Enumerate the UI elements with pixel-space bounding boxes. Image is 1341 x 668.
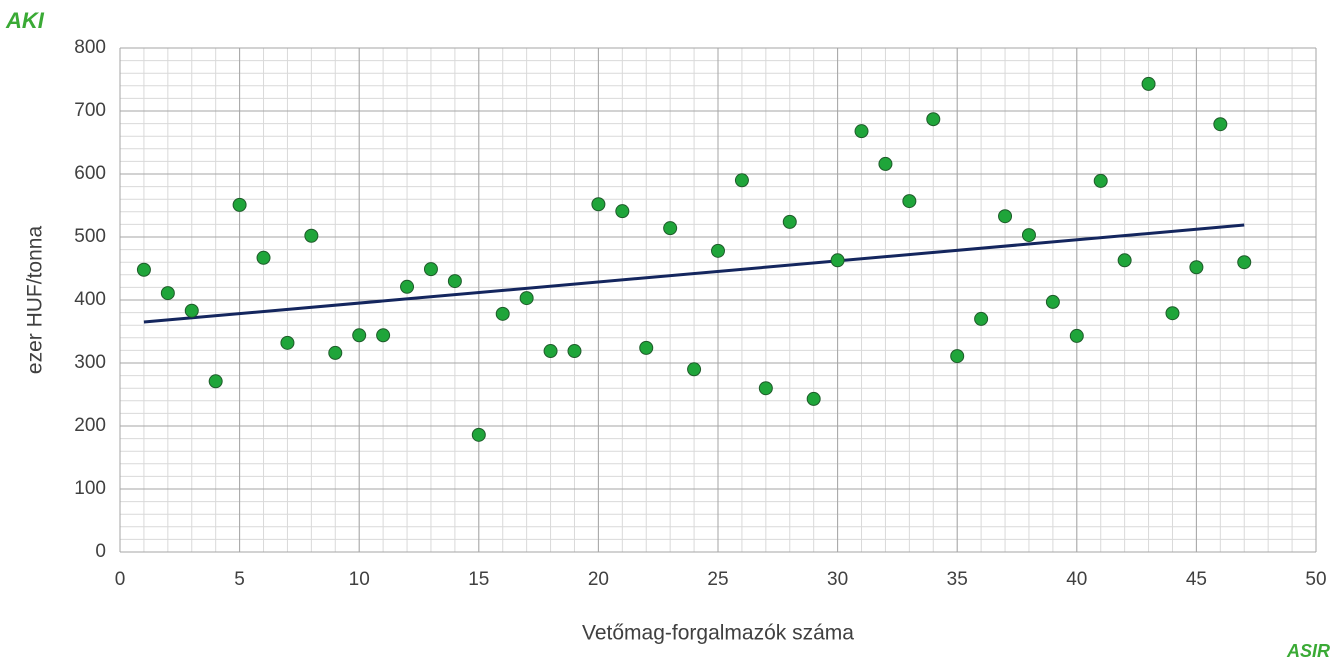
x-tick-label: 40 [1066,569,1087,590]
point [1069,328,1084,343]
point [1165,306,1180,321]
point [400,279,415,294]
point [184,303,199,318]
y-axis-label: ezer HUF/tonna [24,226,47,375]
y-tick-label: 400 [74,289,106,310]
y-tick-label: 800 [74,37,106,58]
x-tick-label: 10 [349,569,370,590]
point [830,253,845,268]
logo-asir: ASIR [1286,641,1330,661]
point [304,228,319,243]
point [376,328,391,343]
point [1237,255,1252,270]
point [208,374,223,389]
y-tick-label: 200 [74,415,106,436]
point [471,427,486,442]
point [734,173,749,188]
trendline [143,223,1245,324]
point [232,197,247,212]
point [950,349,965,364]
point [1045,294,1060,309]
point [256,250,271,265]
x-tick-label: 35 [947,569,968,590]
point [591,197,606,212]
point [711,243,725,258]
point [687,362,702,377]
point [519,291,534,306]
x-tick-label: 50 [1305,569,1326,590]
point [806,391,821,406]
point [328,345,343,360]
point [1117,253,1132,268]
x-axis-label: Vetőmag-forgalmazók száma [582,622,854,645]
point [280,335,295,350]
y-tick-label: 0 [95,541,106,562]
point [352,328,367,343]
x-tick-label: 5 [234,569,245,590]
y-tick-label: 500 [74,226,106,247]
y-tick-label: 300 [74,352,106,373]
y-tick-label: 600 [74,163,106,184]
point [878,156,893,171]
point [926,112,941,127]
point [1141,76,1156,91]
y-tick-label: 700 [74,100,106,121]
point [782,214,797,229]
x-tick-label: 45 [1186,569,1207,590]
point [998,209,1013,224]
x-tick-label: 15 [468,569,489,590]
logo-aki: AKI [5,8,45,33]
point [543,344,558,359]
x-tick-label: 20 [588,569,609,590]
point [639,340,654,355]
x-tick-label: 25 [707,569,728,590]
point [160,286,175,301]
point [902,194,917,209]
x-tick-label: 0 [115,569,126,590]
point [423,262,438,277]
point [1093,173,1108,188]
point [567,344,582,359]
point [974,311,989,326]
point [1213,117,1228,132]
point [447,274,462,289]
point [615,204,630,219]
point [758,381,773,396]
point [1189,260,1204,275]
y-tick-label: 100 [74,478,106,499]
point [136,262,151,277]
x-tick-label: 30 [827,569,848,590]
point [495,306,510,321]
point [1021,228,1036,243]
point [663,221,678,236]
point [854,124,869,139]
